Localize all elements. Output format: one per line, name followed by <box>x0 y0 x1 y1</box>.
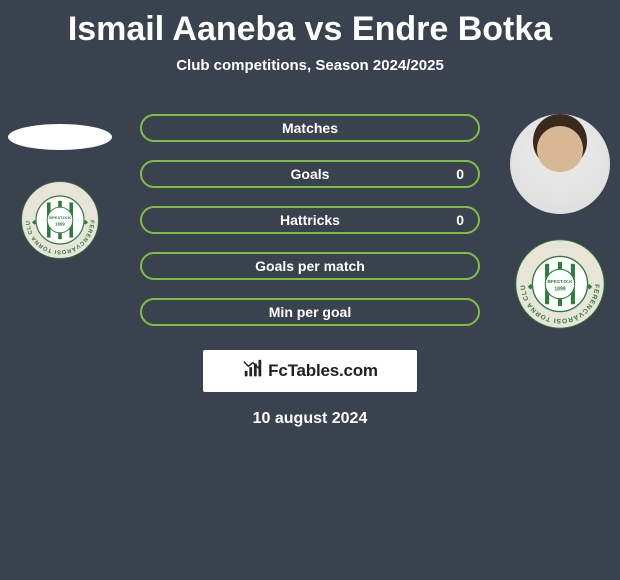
bar-chart-icon <box>242 358 264 385</box>
stat-bar: Hattricks 0 <box>140 206 480 234</box>
stat-bar: Goals per match <box>140 252 480 280</box>
player-left-photo-placeholder <box>8 124 112 150</box>
player-right-club-badge: BPEST.IX.K 1899 FERENCVÁROSI TORNA CLUB <box>514 238 606 330</box>
snapshot-date: 10 august 2024 <box>0 410 620 428</box>
subtitle: Club competitions, Season 2024/2025 <box>0 57 620 74</box>
stat-bar-label: Matches <box>282 120 338 136</box>
stat-bar-label: Goals per match <box>255 258 365 274</box>
svg-text:BPEST.IX.K: BPEST.IX.K <box>49 215 71 220</box>
page-title: Ismail Aaneba vs Endre Botka <box>0 0 620 49</box>
right-player-column: BPEST.IX.K 1899 FERENCVÁROSI TORNA CLUB <box>500 114 620 330</box>
svg-text:BPEST.IX.K: BPEST.IX.K <box>547 279 573 284</box>
comparison-content: BPEST.IX.K 1899 FERENCVÁROSI TORNA CLUB … <box>0 114 620 428</box>
stat-bars: Matches Goals 0 Hattricks 0 Goals per match Mi… <box>140 114 480 326</box>
stat-bar-label: Hattricks <box>280 212 340 228</box>
stat-bar-value-right: 0 <box>456 212 464 228</box>
source-badge: FcTables.com <box>203 350 417 392</box>
left-player-column: BPEST.IX.K 1899 FERENCVÁROSI TORNA CLUB <box>0 114 120 260</box>
source-badge-text: FcTables.com <box>268 361 378 381</box>
stat-bar-label: Goals <box>291 166 330 182</box>
player-right-photo <box>510 114 610 214</box>
svg-text:1899: 1899 <box>55 222 65 227</box>
stat-bar: Min per goal <box>140 298 480 326</box>
stat-bar: Matches <box>140 114 480 142</box>
stat-bar: Goals 0 <box>140 160 480 188</box>
player-left-club-badge: BPEST.IX.K 1899 FERENCVÁROSI TORNA CLUB <box>20 180 100 260</box>
svg-text:1899: 1899 <box>554 286 565 292</box>
stat-bar-value-right: 0 <box>456 166 464 182</box>
stat-bar-label: Min per goal <box>269 304 351 320</box>
